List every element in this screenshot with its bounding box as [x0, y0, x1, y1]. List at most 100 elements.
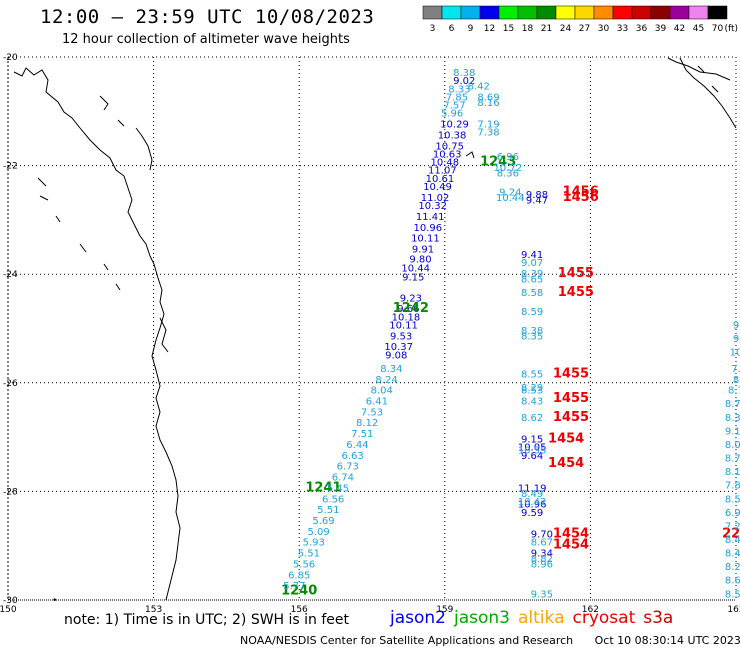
pass-number-label: 1454 [548, 456, 584, 471]
coastline-segment [159, 317, 169, 353]
legend-label: 18 [522, 24, 534, 34]
coastline: • [13, 57, 737, 606]
legend-label: 9 [468, 24, 474, 34]
wave-height-label: 6.63 [341, 451, 363, 462]
legend-label: 45 [693, 24, 704, 34]
wave-height-label: 7.57 [443, 101, 465, 112]
wave-height-label: 8.38 [521, 326, 543, 337]
latitude-label: -24 [3, 270, 18, 280]
wave-height-label: 7. [731, 364, 740, 375]
pass-number-label: 1455 [558, 266, 594, 281]
wave-height-label: 8.55 [521, 369, 543, 380]
longitude-label: 165 [727, 605, 740, 615]
wave-height-label: 9 [733, 334, 739, 345]
wave-height-label: 9 [733, 321, 739, 332]
wave-height-label: 8.65 [521, 274, 543, 285]
legend-label: 33 [617, 24, 628, 34]
wave-height-label: 8.78 [725, 399, 740, 410]
wave-height-label: 5.45 [327, 483, 349, 494]
wave-height-label: 5.77 [283, 581, 305, 592]
wave-height-label: 10.49 [423, 182, 452, 193]
wave-height-label: 10.18 [392, 312, 421, 323]
wave-height-label: 8.12 [356, 418, 378, 429]
legend-label: 12 [484, 24, 495, 34]
wave-height-label: 8.04 [371, 386, 393, 397]
wave-height-label: 10.44 [401, 263, 430, 274]
wave-height-label: 8.59 [521, 307, 543, 318]
wave-height-label: 8.69 [477, 92, 499, 103]
wave-height-label: 8.7 [728, 386, 740, 397]
latitude-label: -26 [3, 379, 18, 389]
coastline-segment [99, 95, 153, 171]
wave-height-label: 9.34 [531, 549, 553, 560]
wave-height-label: 9.08 [385, 350, 407, 361]
wave-height-label: 6.73 [337, 462, 359, 473]
pass-number-label: 22 [722, 527, 740, 542]
wave-height-label: 10.75 [435, 141, 464, 152]
satellite-name-altika: altika [518, 608, 565, 628]
wave-height-label: 8.49 [521, 489, 543, 500]
legend-label: 27 [579, 24, 590, 34]
wave-height-label: 6.41 [366, 397, 388, 408]
wave-height-label: 8.50 [725, 494, 740, 505]
credit-text: NOAA/NESDIS Center for Satellite Applica… [240, 634, 574, 647]
longitude-label: 156 [291, 605, 308, 615]
wave-height-label: 6.44 [346, 440, 368, 451]
wave-height-label: 10.37 [384, 342, 413, 353]
satellite-legend: jason2 jason3 altika cryosat s3a [390, 608, 681, 628]
pass-number-label: 1240 [281, 584, 317, 599]
pass-number-label: 1241 [305, 480, 341, 495]
satellite-name-jason2: jason2 [390, 608, 446, 628]
wave-height-label: 6.85 [288, 570, 310, 581]
legend-label: 3 [430, 24, 436, 34]
wave-height-label: 9.64 [521, 451, 543, 462]
coastline-segment [37, 177, 121, 291]
legend-label: 30 [598, 24, 610, 34]
wave-height-label: 8.39 [521, 269, 543, 280]
wave-height-label: 7.19 [477, 120, 499, 131]
color-legend: 3 6 9 12 15 18 21 24 27 30 33 36 39 42 45 70 (ft) [422, 5, 738, 34]
legend-label: 36 [636, 24, 648, 34]
pass-number-label: 1455 [553, 391, 589, 406]
wave-height-label: 10.72 [494, 163, 523, 174]
wave-height-label: 9.02 [453, 76, 475, 87]
wave-height-label: 9.15 [725, 426, 740, 437]
wave-height-label: 9.24 [499, 187, 521, 198]
wave-height-label: 9.53 [390, 331, 412, 342]
pass-number-label: 1455 [558, 285, 594, 300]
wave-height-label: 10.11 [389, 321, 418, 332]
wave-height-label: 10.11 [411, 234, 440, 245]
wave-height-label: 11.02 [421, 193, 450, 204]
wave-height-label: 8.34 [380, 364, 402, 375]
pass-number-label: 1243 [480, 155, 516, 170]
pass-number-label: 1242 [393, 301, 429, 316]
wave-height-label: 7.38 [477, 128, 499, 139]
wave-height-label: 8.43 [521, 397, 543, 408]
wave-height-label: 8.35 [521, 331, 543, 342]
page-title: 12:00 – 23:59 UTC 10/08/2023 [40, 6, 375, 28]
wave-height-label: 10.42 [518, 497, 547, 508]
longitude-label: 150 [0, 605, 17, 615]
wave-height-label: 7.22 [725, 521, 740, 532]
wave-height-label: 8.37 [725, 413, 740, 424]
wave-height-label: 8.36 [497, 168, 519, 179]
pass-number-label: 1454 [553, 537, 589, 552]
wave-height-label: 10.38 [438, 130, 467, 141]
wave-height-label: 6.74 [332, 473, 354, 484]
longitude-label: 153 [145, 605, 162, 615]
legend-label: 39 [655, 24, 667, 34]
pass-number-label: 1455 [553, 410, 589, 425]
wave-height-label: 9.23 [400, 293, 422, 304]
pass-number-label: 1456 [563, 190, 599, 205]
wave-height-label: 11.07 [428, 166, 457, 177]
wave-height-label: 9.91 [412, 244, 434, 255]
wave-height-label: 8.71 [725, 454, 740, 465]
coastline-segment [465, 151, 475, 159]
coastline-segment [13, 67, 181, 601]
wave-height-label: 8.29 [521, 383, 543, 394]
wave-height-label: 10.96 [413, 223, 442, 234]
wave-height-label: 11.41 [416, 212, 445, 223]
page-subtitle: 12 hour collection of altimeter wave hei… [62, 32, 350, 47]
wave-height-label: 5.51 [317, 505, 339, 516]
